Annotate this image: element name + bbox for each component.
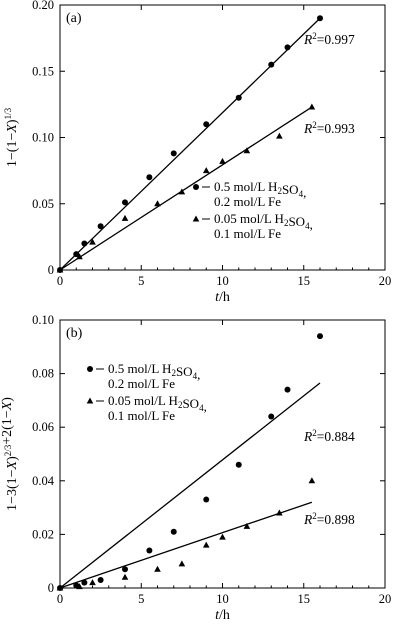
data-point-triangle — [178, 188, 186, 195]
legend-label: 0.5 mol/L H2SO4, — [214, 179, 306, 200]
legend-label: 0.2 mol/L Fe — [214, 194, 281, 209]
x-tick-label: 10 — [216, 274, 229, 288]
data-point-triangle — [121, 214, 129, 221]
data-point-circle — [284, 386, 291, 393]
data-point-triangle — [89, 579, 96, 586]
data-point-triangle — [56, 266, 64, 273]
y-tick-label: 0.15 — [32, 64, 54, 78]
data-point-triangle — [154, 565, 161, 572]
legend-label: 0.05 mol/L H2SO4, — [214, 211, 313, 232]
data-point-triangle — [56, 584, 64, 591]
data-point-triangle — [243, 147, 251, 154]
data-point-triangle — [308, 103, 316, 110]
data-point-triangle — [121, 573, 129, 580]
y-axis-label: 1−3(1−X)2/3+2(1−X) — [0, 397, 20, 511]
x-tick-label: 5 — [138, 592, 144, 606]
y-tick-label: 0.20 — [32, 0, 54, 12]
legend-label: 0.1 mol/L Fe — [214, 226, 281, 241]
legend-marker-triangle — [192, 215, 200, 222]
data-point-triangle — [202, 541, 210, 548]
y-axis-label: 1−(1−X)1/3 — [3, 107, 20, 167]
r2-label: R2=0.884 — [303, 428, 355, 444]
data-point-circle — [317, 15, 323, 22]
x-tick-label: 15 — [298, 274, 311, 288]
data-point-circle — [73, 251, 80, 258]
data-point-circle — [203, 121, 210, 128]
legend-marker-triangle — [86, 397, 94, 404]
data-point-triangle — [219, 157, 226, 164]
x-tick-label: 0 — [57, 592, 63, 606]
data-point-circle — [146, 547, 153, 554]
data-point-circle — [235, 94, 242, 101]
y-tick-label: 0 — [48, 581, 54, 595]
x-axis-label: t/h — [215, 608, 230, 623]
data-point-circle — [170, 150, 177, 157]
fit-line — [59, 106, 313, 271]
data-point-circle — [284, 44, 291, 51]
data-point-circle — [81, 579, 88, 586]
legend-label: 0.05 mol/L H2SO4, — [108, 393, 207, 414]
data-point-circle — [97, 223, 104, 230]
data-point-triangle — [178, 560, 186, 567]
x-tick-label: 15 — [298, 592, 311, 606]
data-point-circle — [122, 566, 128, 573]
panel-b: 0 5 10 15 20 0 0.02 0.04 0.06 0.08 0.10 t/h 1−3(1−X)… — [0, 313, 391, 623]
data-point-circle — [170, 528, 177, 535]
x-tick-label: 20 — [379, 274, 392, 288]
x-tick-label: 10 — [216, 592, 229, 606]
y-tick-label: 0 — [48, 263, 54, 277]
data-point-triangle — [219, 533, 226, 540]
data-point-circle — [235, 461, 242, 468]
y-tick-label: 0.06 — [32, 420, 54, 434]
data-point-triangle — [202, 167, 210, 174]
fit-line — [59, 501, 313, 589]
data-point-triangle — [76, 253, 83, 260]
panel-label: (b) — [66, 326, 83, 341]
r2-label: R2=0.898 — [303, 511, 355, 527]
data-point-triangle — [308, 477, 316, 484]
data-point-triangle — [276, 132, 283, 139]
x-axis-label: t/h — [215, 290, 230, 305]
data-point-circle — [317, 333, 323, 340]
y-tick-label: 0.08 — [32, 367, 54, 381]
fit-line — [59, 17, 321, 271]
data-point-circle — [81, 240, 88, 247]
y-tick-label: 0.10 — [32, 313, 54, 327]
legend-label: 0.5 mol/L H2SO4, — [108, 361, 200, 382]
data-point-triangle — [154, 200, 161, 207]
y-tick-label: 0.05 — [32, 197, 54, 211]
panel-label: (a) — [66, 11, 82, 26]
data-point-triangle — [243, 522, 251, 529]
y-tick-label: 0.02 — [32, 527, 54, 541]
x-tick-label: 20 — [379, 592, 392, 606]
x-tick-label: 5 — [138, 274, 144, 288]
legend-label: 0.2 mol/L Fe — [108, 376, 175, 391]
y-tick-label: 0.04 — [32, 474, 55, 488]
fit-line — [59, 382, 321, 589]
data-point-circle — [268, 61, 275, 68]
r2-label: R2=0.993 — [303, 120, 355, 136]
legend-marker-circle — [87, 366, 93, 372]
legend-marker-circle — [193, 184, 199, 190]
data-point-circle — [122, 199, 128, 206]
data-point-triangle — [276, 509, 283, 516]
data-point-circle — [203, 496, 210, 503]
y-tick-label: 0.10 — [32, 131, 54, 145]
data-point-triangle — [89, 238, 96, 245]
data-point-circle — [268, 413, 275, 420]
data-point-triangle — [76, 583, 83, 590]
data-point-circle — [146, 174, 153, 181]
x-tick-label: 0 — [57, 274, 63, 288]
legend-label: 0.1 mol/L Fe — [108, 408, 175, 423]
data-point-circle — [97, 576, 104, 583]
r2-label: R2=0.997 — [303, 31, 355, 47]
panel-a: 0 5 10 15 20 0 0.05 0.10 0.15 0.20 t/h 1−(1−X)1/3 (a… — [3, 0, 391, 305]
